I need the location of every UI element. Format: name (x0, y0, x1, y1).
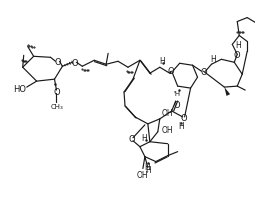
Text: O: O (71, 59, 78, 68)
Text: OH: OH (137, 170, 149, 179)
Text: O: O (173, 101, 180, 110)
Text: H: H (159, 57, 165, 65)
Text: OH: OH (162, 126, 174, 135)
Text: H: H (145, 165, 151, 174)
Text: OH: OH (162, 109, 174, 118)
Text: H: H (141, 134, 147, 143)
Text: O: O (167, 66, 174, 75)
Polygon shape (224, 88, 230, 96)
Text: CH₃: CH₃ (51, 103, 64, 109)
Text: 'H: 'H (173, 91, 180, 96)
Text: H: H (178, 122, 184, 131)
Text: O: O (234, 51, 241, 60)
Text: O: O (129, 135, 135, 144)
Text: O: O (54, 58, 61, 67)
Text: O: O (53, 87, 60, 96)
Text: HO: HO (13, 84, 26, 93)
Text: H: H (210, 54, 216, 63)
Text: H: H (235, 41, 241, 50)
Text: Ḥ: Ḥ (144, 161, 150, 170)
Text: O: O (180, 114, 187, 123)
Text: O: O (200, 67, 207, 76)
